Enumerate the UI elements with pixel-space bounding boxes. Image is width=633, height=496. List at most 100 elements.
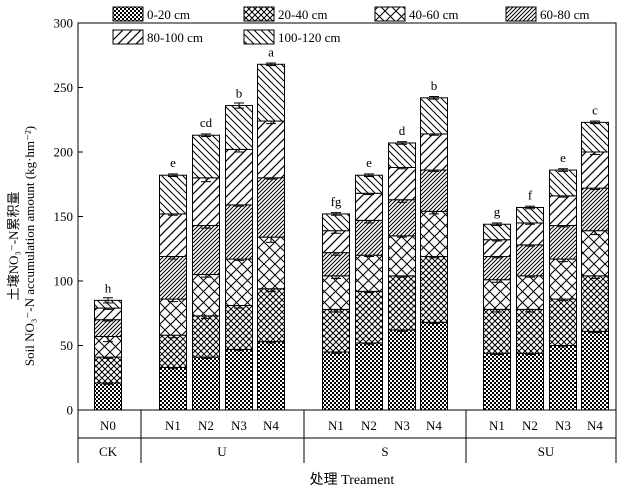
bar-segment-40-60cm	[581, 230, 609, 277]
legend-swatch	[243, 6, 275, 22]
legend-swatch	[112, 29, 144, 45]
bar-segment-40-60cm	[483, 279, 511, 310]
bar-segment-20-40cm	[388, 275, 416, 331]
y-tick-label: 50	[60, 338, 73, 353]
bar-segment-0-20cm	[225, 348, 253, 411]
significance-letter: b	[236, 86, 243, 101]
bar-segment-0-20cm	[388, 329, 416, 411]
legend-swatch	[112, 6, 144, 22]
x-category-label: N4	[426, 418, 442, 433]
legend-label: 100-120 cm	[278, 30, 340, 45]
bar-segment-40-60cm	[388, 235, 416, 277]
bar-segment-0-20cm	[94, 382, 122, 411]
bar-segment-60-80cm	[420, 169, 448, 212]
legend-label: 60-80 cm	[540, 7, 589, 22]
significance-letter: f	[528, 187, 533, 202]
x-category-label: N3	[394, 418, 410, 433]
x-axis-title: 处理 Treament	[310, 472, 395, 488]
bar-segment-0-20cm	[192, 356, 220, 411]
bar-segment-20-40cm	[94, 356, 122, 384]
bar-segment-60-80cm	[225, 204, 253, 260]
bar-segment-80-100cm	[483, 239, 511, 257]
bar-segment-100-120cm	[581, 121, 609, 153]
y-tick-label: 250	[54, 80, 74, 95]
bar-segment-60-80cm	[192, 225, 220, 276]
bar-segment-40-60cm	[549, 258, 577, 300]
y-tick-label: 100	[54, 274, 74, 289]
bar-segment-80-100cm	[192, 177, 220, 227]
bar-segment-60-80cm	[549, 225, 577, 260]
axes-layer: 0 50 100 150 200 250 300 N0 CK N1 N2 N3 N4 U N1 N2 N3 N4 S…	[54, 16, 617, 463]
bar-segment-80-100cm	[322, 230, 350, 254]
legend: 0-20 cm 20-40 cm 40-60 cm 60-80 cm 80-100 cm…	[112, 6, 589, 45]
y-axis-title-cn: 土壤NO₃⁻-N累积量	[6, 192, 21, 301]
bar-segment-0-20cm	[581, 330, 609, 411]
bar-segment-40-60cm	[420, 210, 448, 257]
group-label: SU	[538, 444, 555, 459]
significance-letter: c	[592, 102, 598, 117]
significance-letter: fg	[331, 194, 342, 209]
bar-segment-80-100cm	[420, 133, 448, 171]
legend-swatch	[243, 29, 275, 45]
x-category-label: N2	[198, 418, 214, 433]
bar-segment-60-80cm	[355, 219, 383, 256]
bar-segment-20-40cm	[192, 315, 220, 358]
bar-segment-60-80cm	[581, 187, 609, 232]
bar-segment-0-20cm	[516, 352, 544, 411]
bar-segment-100-120cm	[355, 174, 383, 194]
bar-segment-60-80cm	[257, 177, 285, 238]
bar-segment-20-40cm	[549, 298, 577, 346]
bar-segment-40-60cm	[225, 258, 253, 307]
bar-segment-0-20cm	[322, 351, 350, 411]
bar-segment-40-60cm	[322, 275, 350, 310]
bar-segment-60-80cm	[388, 199, 416, 237]
y-tick-label: 0	[67, 403, 74, 418]
bar-segment-20-40cm	[159, 334, 187, 368]
bar-segment-80-100cm	[549, 195, 577, 227]
bar-segment-20-40cm	[483, 308, 511, 354]
bar-segment-100-120cm	[388, 142, 416, 168]
group-label: CK	[99, 444, 118, 459]
bar-segment-20-40cm	[420, 255, 448, 323]
legend-swatch	[374, 6, 406, 22]
bar-segment-80-100cm	[159, 213, 187, 257]
significance-letter: h	[105, 280, 112, 295]
legend-label: 40-60 cm	[409, 7, 458, 22]
bar-segment-100-120cm	[420, 97, 448, 135]
bar-segment-80-100cm	[225, 148, 253, 206]
y-tick-label: 150	[54, 209, 74, 224]
bar-segment-100-120cm	[159, 174, 187, 215]
bar-segment-100-120cm	[192, 134, 220, 179]
bar-segment-0-20cm	[483, 352, 511, 411]
bar-segment-20-40cm	[516, 308, 544, 354]
y-tick-label: 300	[54, 16, 74, 31]
bar-segment-40-60cm	[159, 298, 187, 336]
bar-segment-40-60cm	[355, 254, 383, 292]
bar-segment-100-120cm	[549, 169, 577, 197]
bars-layer: h e cd b a fg e d b g f e c	[94, 44, 609, 411]
legend-label: 80-100 cm	[147, 30, 203, 45]
bar-segment-80-100cm	[516, 222, 544, 246]
bar-segment-20-40cm	[581, 275, 609, 332]
x-category-label: N4	[263, 418, 279, 433]
significance-letter: g	[494, 204, 501, 219]
bar-segment-60-80cm	[159, 255, 187, 300]
bar-segment-0-20cm	[549, 345, 577, 411]
x-category-label: N1	[165, 418, 181, 433]
y-tick-label: 200	[54, 145, 74, 160]
bar-segment-0-20cm	[355, 342, 383, 411]
bar-segment-20-40cm	[355, 290, 383, 344]
x-category-label: N1	[328, 418, 344, 433]
significance-letter: e	[560, 150, 566, 165]
x-category-label: N2	[522, 418, 538, 433]
bar-segment-60-80cm	[516, 244, 544, 277]
bar-segment-100-120cm	[516, 206, 544, 224]
bar-segment-100-120cm	[257, 63, 285, 122]
legend-swatch	[505, 6, 537, 22]
significance-letter: cd	[200, 115, 213, 130]
bar-segment-60-80cm	[322, 252, 350, 277]
x-category-label: N3	[231, 418, 247, 433]
x-category-label: N1	[489, 418, 505, 433]
bar-segment-80-100cm	[257, 120, 285, 179]
